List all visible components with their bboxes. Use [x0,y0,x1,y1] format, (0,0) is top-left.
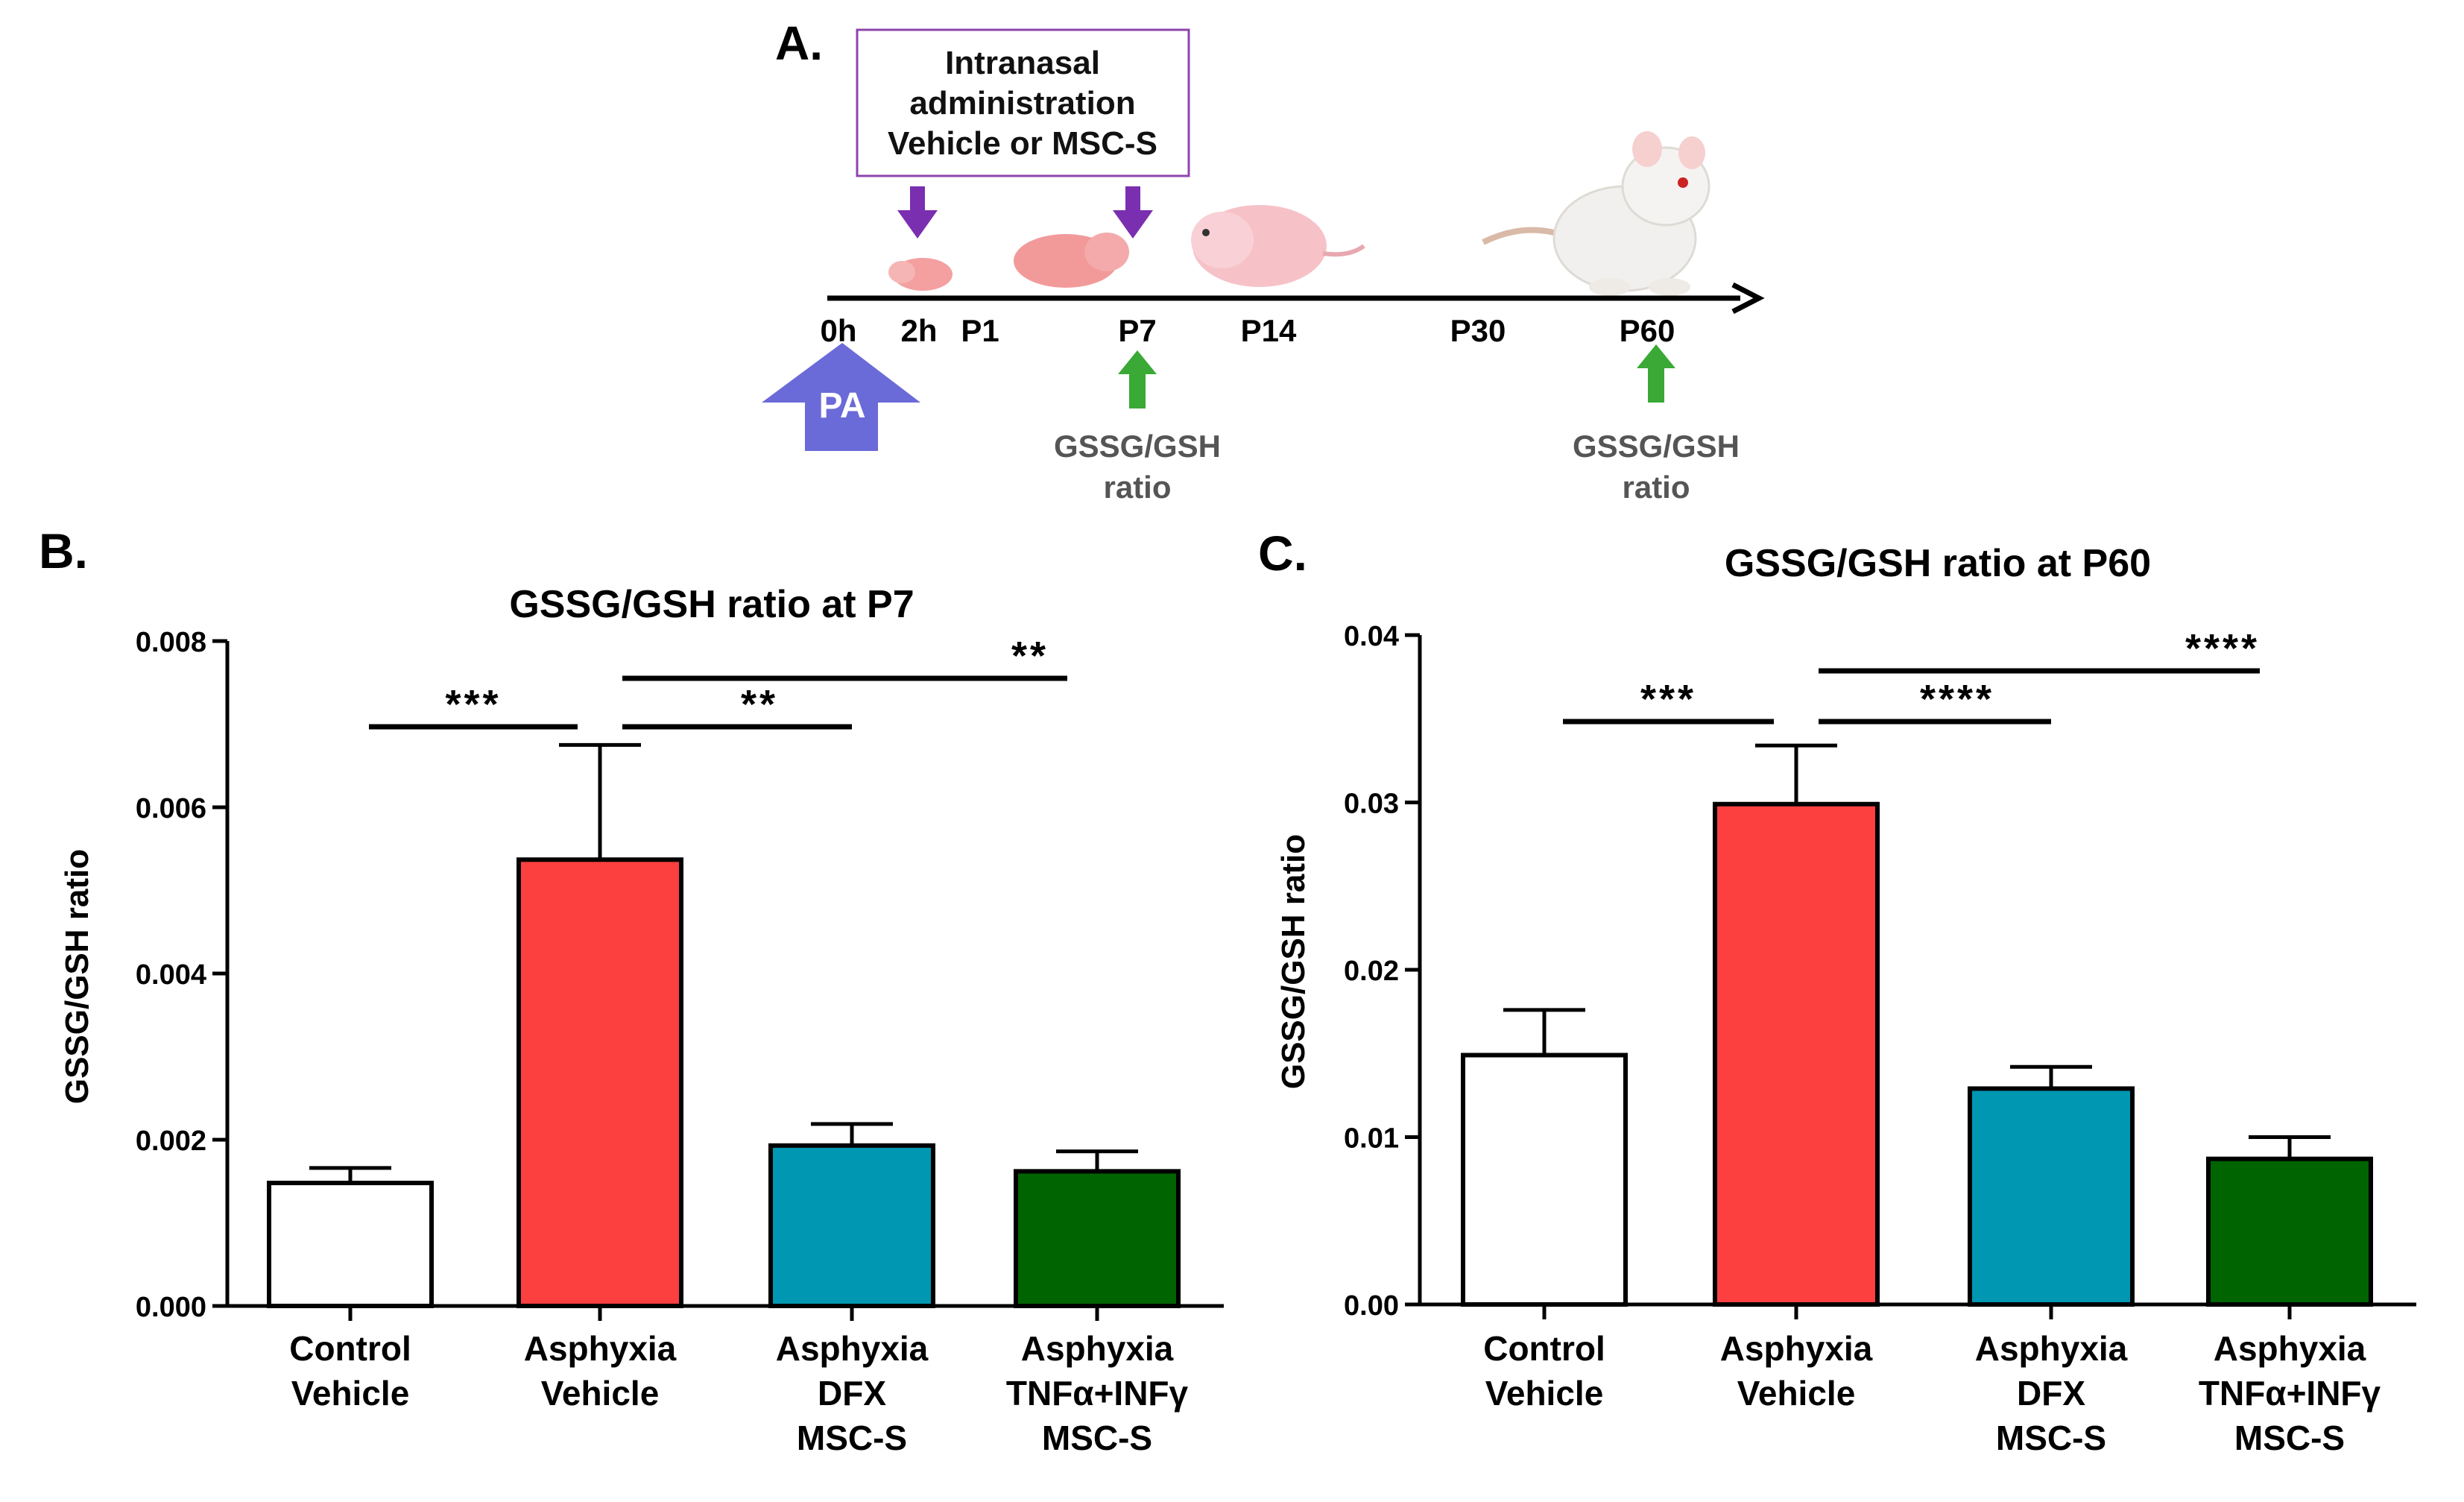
panel-b-ylabel: GSSG/GSH ratio [59,849,95,1104]
panel-b-category-label: Vehicle [541,1374,660,1413]
panel-c-category-label: DFX [2017,1374,2085,1413]
panel-b-category-label: DFX [818,1374,886,1413]
timeline-tick-2h: 2h [900,313,937,348]
administration-arrow-2h [897,186,938,239]
panel-c-category-label: Asphyxia [1975,1329,2128,1368]
panel-b-label: B. [39,523,88,578]
panel-a-label: A. [775,16,823,70]
panel-c-ytick-label: 0.01 [1344,1123,1399,1155]
panel-c-category-label: Asphyxia [2214,1329,2366,1368]
panel-b-significance-label: ** [741,682,778,727]
panel-c-category-label: MSC-S [2234,1419,2345,1457]
panel-b-category-label: Asphyxia [1021,1329,1174,1368]
panel-b-ytick-label: 0.008 [136,627,206,658]
gssg-label-p60-line2: ratio [1622,470,1690,505]
administration-box [856,28,1190,177]
adult-rat-p60-illustration [1482,131,1710,296]
timeline-tick-p30: P30 [1450,313,1506,348]
gssg-arrow-p7 [1118,350,1157,408]
panel-b-ytick-label: 0.004 [136,959,206,991]
administration-line1: Intranasal [945,45,1100,81]
panel-c-plot-area: 0.00 0.01 0.02 0.03 0.04 Control Vehicle Asphyx… [1344,621,2416,1457]
administration-arrow-p7 [1113,186,1153,239]
panel-b-ytick-label: 0.000 [136,1292,206,1323]
panel-b-bar [1014,1169,1181,1308]
panel-b-ytick-label: 0.006 [136,793,206,824]
panel-c-significance-label: **** [1920,677,1994,722]
administration-line2: administration [909,85,1135,122]
panel-c-ytick-label: 0.03 [1344,789,1399,820]
panel-b-chart: B. GSSG/GSH ratio at P7 GSSG/GSH ratio 0… [39,523,1224,1457]
panel-c-label: C. [1258,526,1307,581]
panel-c-significance-label: **** [2185,626,2260,671]
administration-line3: Vehicle or MSC-S [888,125,1157,162]
timeline-tick-p14: P14 [1241,313,1297,348]
pa-label: PA [818,386,865,426]
panel-c-ytick-label: 0.04 [1344,621,1399,652]
panel-b-category-label: Vehicle [291,1374,410,1413]
panel-c-category-label: Asphyxia [1720,1329,1873,1368]
panel-c-ytick-label: 0.02 [1344,956,1399,987]
panel-c-bar [2206,1156,2373,1307]
timeline-tick-p60: P60 [1620,313,1675,348]
panel-b-title: GSSG/GSH ratio at P7 [509,583,914,626]
panel-b-bar [517,857,683,1308]
panel-c-title: GSSG/GSH ratio at P60 [1725,542,2151,585]
gssg-label-p7-line2: ratio [1103,470,1171,505]
panel-b-plot-area: 0.000 0.002 0.004 0.006 0.008 Control Vehicle A… [136,627,1224,1457]
pup-p14-illustration [1191,205,1365,287]
neonate-pup-2h-illustration [888,258,953,291]
panel-c-ytick-label: 0.00 [1344,1290,1399,1322]
panel-b-category-label: Control [289,1329,411,1368]
panel-c-category-label: Vehicle [1485,1374,1604,1413]
panel-b-category-label: MSC-S [797,1419,907,1457]
panel-b-category-label: Asphyxia [776,1329,929,1368]
panel-b-bar [267,1180,434,1308]
pup-p7-illustration [1014,233,1129,288]
gssg-label-p7-line1: GSSG/GSH [1054,429,1221,464]
panel-b-ytick-label: 0.002 [136,1126,206,1157]
panel-c-category-label: MSC-S [1996,1419,2106,1457]
panel-c-category-label: Control [1483,1329,1605,1368]
panel-c-category-label: TNFα+INFγ [2199,1374,2381,1413]
panel-b-category-label: Asphyxia [524,1329,677,1368]
panel-c-bar [1968,1086,2135,1307]
timeline-tick-p7: P7 [1118,313,1156,348]
panel-a-timeline: A. Intranasal administration Vehicle or … [762,16,1765,505]
panel-b-category-label: TNFα+INFγ [1006,1374,1189,1413]
panel-c-chart: C. GSSG/GSH ratio at P60 GSSG/GSH ratio … [1258,526,2416,1457]
panel-c-bar [1713,801,1880,1307]
gssg-arrow-p60 [1637,344,1675,403]
panel-c-ylabel: GSSG/GSH ratio [1275,834,1312,1089]
timeline-tick-p1: P1 [961,313,999,348]
gssg-label-p60-line1: GSSG/GSH [1573,429,1740,464]
panel-b-significance-label: *** [445,682,501,727]
pa-arrow [762,343,920,451]
panel-c-bar [1461,1053,1628,1307]
panel-b-category-label: MSC-S [1042,1419,1152,1457]
panel-c-significance-label: *** [1640,677,1696,722]
panel-b-bar [768,1143,935,1309]
panel-b-significance-label: ** [1011,634,1049,678]
timeline-tick-0h: 0h [820,313,856,348]
panel-c-category-label: Vehicle [1737,1374,1856,1413]
timeline-arrowhead [1731,282,1765,315]
